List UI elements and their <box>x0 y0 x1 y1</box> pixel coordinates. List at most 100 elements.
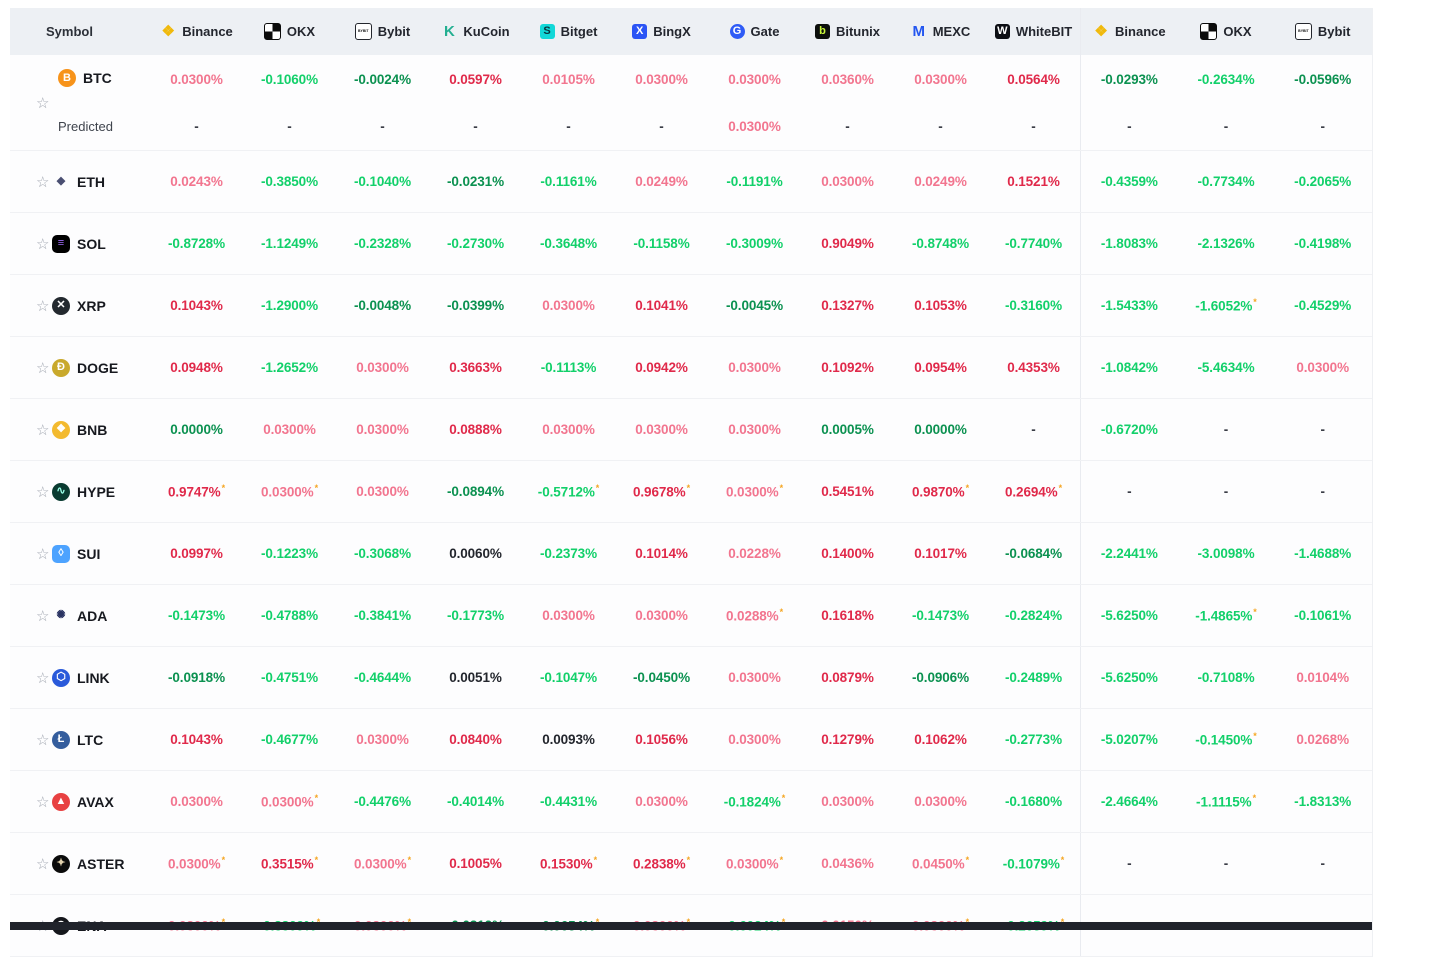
funding-rate-value: 0.2694%* <box>1004 483 1062 500</box>
funding-rate-value: 0.0300%* <box>260 793 318 810</box>
table-row-btc: ☆ B BTC Predicted 0.0300% - -0.1060% - -0.0024% -… <box>10 55 1372 151</box>
favorite-star-ada[interactable]: ☆ <box>36 607 50 625</box>
symbol-cell-doge[interactable]: ☆ Ð DOGE <box>10 337 150 398</box>
funding-rate-value: 0.0300% <box>170 794 223 809</box>
funding-rate-table: Symbol ❖ Binance OKX BYBIT Bybit K KuCoin S Bitg… <box>10 8 1373 957</box>
cell-sol-okx-2: -2.1326% <box>1178 213 1275 274</box>
table-row-ada: ☆ ✺ ADA -0.1473% -0.4788% -0.3841% -0.1773% 0.0… <box>10 585 1372 647</box>
favorite-star-xrp[interactable]: ☆ <box>36 297 50 315</box>
no-data-dash: - <box>659 118 664 134</box>
cell-eth-bitget: -0.1161% <box>522 151 615 212</box>
funding-rate-value: -0.1040% <box>354 174 411 189</box>
col-header-gate[interactable]: G Gate <box>708 8 801 55</box>
cell-aster-okx: 0.3515%* <box>243 833 336 894</box>
funding-rate-value: -0.2489% <box>1005 670 1062 685</box>
symbol-cell-hype[interactable]: ☆ ∿ HYPE <box>10 461 150 522</box>
cell-sui-bybit-2: -1.4688% <box>1274 523 1371 584</box>
funding-rate-value: 0.9747%* <box>167 483 225 500</box>
funding-rate-value: 0.0300% <box>1296 360 1349 375</box>
symbol-cell-xrp[interactable]: ☆ ✕ XRP <box>10 275 150 336</box>
cell-bnb-binance: 0.0000% <box>150 399 243 460</box>
symbol-cell-ada[interactable]: ☆ ✺ ADA <box>10 585 150 646</box>
cell-ltc-bybit: 0.0300% <box>336 709 429 770</box>
col-header-bybit-2[interactable]: BYBIT Bybit <box>1274 8 1371 55</box>
cell-xrp-kucoin: -0.0399% <box>429 275 522 336</box>
symbol-cell-btc[interactable]: ☆ B BTC Predicted <box>10 55 150 150</box>
symbol-cell-sui[interactable]: ☆ ◊ SUI <box>10 523 150 584</box>
funding-rate-value: -1.0842% <box>1100 360 1158 375</box>
funding-rate-value: 0.0300% <box>635 422 688 437</box>
favorite-star-link[interactable]: ☆ <box>36 669 50 687</box>
cell-hype-okx: 0.0300%* <box>243 461 336 522</box>
favorite-star-btc[interactable]: ☆ <box>36 94 50 112</box>
funding-rate-value: 0.0300% <box>821 794 874 809</box>
favorite-star-doge[interactable]: ☆ <box>36 359 50 377</box>
symbol-cell-ltc[interactable]: ☆ Ł LTC <box>10 709 150 770</box>
funding-rate-value: -5.6250% <box>1100 670 1158 685</box>
cell-hype-bybit-2: - <box>1274 461 1371 522</box>
cell-btc-bybit-predicted: - <box>336 103 429 149</box>
no-data-dash: - <box>1320 118 1325 134</box>
favorite-star-avax[interactable]: ☆ <box>36 793 50 811</box>
col-header-binance[interactable]: ❖ Binance <box>150 8 243 55</box>
symbol-cell-aster[interactable]: ☆ ✦ ASTER <box>10 833 150 894</box>
cell-bnb-mexc: 0.0000% <box>894 399 987 460</box>
col-header-okx-2[interactable]: OKX <box>1178 8 1275 55</box>
funding-rate-value: 0.3515%* <box>260 855 318 872</box>
asterisk-flag-icon: * <box>779 483 784 494</box>
sui-coin-icon: ◊ <box>52 544 70 563</box>
symbol-cell-bnb[interactable]: ☆ ❖ BNB <box>10 399 150 460</box>
cell-avax-bybit-2: -1.8313% <box>1274 771 1371 832</box>
funding-rate-value: -0.1824%* <box>723 793 786 810</box>
favorite-star-ltc[interactable]: ☆ <box>36 731 50 749</box>
asterisk-flag-icon: * <box>781 793 786 804</box>
symbol-cell-sol[interactable]: ☆ ≡ SOL <box>10 213 150 274</box>
col-header-mexc[interactable]: M MEXC <box>894 8 987 55</box>
favorite-star-aster[interactable]: ☆ <box>36 855 50 873</box>
cell-btc-kucoin-predicted: - <box>429 103 522 149</box>
col-header-bingx[interactable]: X BingX <box>615 8 708 55</box>
asterisk-flag-icon: * <box>779 607 784 618</box>
col-header-label: MEXC <box>932 24 971 39</box>
symbol-cell-link[interactable]: ☆ ⬡ LINK <box>10 647 150 708</box>
col-header-label: OKX <box>286 24 316 39</box>
cell-ada-bitget: 0.0300% <box>522 585 615 646</box>
symbol-cell-eth[interactable]: ☆ ◆ ETH <box>10 151 150 212</box>
cell-sol-okx: -1.1249% <box>243 213 336 274</box>
cell-btc-binance-2: -0.0293% - <box>1081 55 1178 150</box>
funding-rate-value: -0.1060% <box>261 71 318 87</box>
funding-rate-value: -1.2652% <box>261 360 318 375</box>
favorite-star-sol[interactable]: ☆ <box>36 235 50 253</box>
col-header-binance-2[interactable]: ❖ Binance <box>1081 8 1178 55</box>
cell-eth-mexc: 0.0249% <box>894 151 987 212</box>
cell-eth-okx-2: -0.7734% <box>1178 151 1275 212</box>
col-header-kucoin[interactable]: K KuCoin <box>429 8 522 55</box>
favorite-star-sui[interactable]: ☆ <box>36 545 50 563</box>
cell-aster-gate: 0.0300%* <box>708 833 801 894</box>
favorite-star-hype[interactable]: ☆ <box>36 483 50 501</box>
funding-rate-value: -3.0098% <box>1197 546 1255 561</box>
funding-rate-value: 0.2838%* <box>632 855 690 872</box>
cell-doge-bitget: -0.1113% <box>522 337 615 398</box>
col-header-bitunix[interactable]: b Bitunix <box>801 8 894 55</box>
funding-rate-value: -0.3648% <box>540 236 597 251</box>
cell-sui-whitebit: -0.0684% <box>987 523 1080 584</box>
col-header-bybit[interactable]: BYBIT Bybit <box>336 8 429 55</box>
col-header-okx[interactable]: OKX <box>243 8 336 55</box>
table-row-sui: ☆ ◊ SUI 0.0997% -0.1223% -0.3068% 0.0060% -0.23… <box>10 523 1372 585</box>
symbol-cell-avax[interactable]: ☆ ▲ AVAX <box>10 771 150 832</box>
cell-eth-binance: 0.0243% <box>150 151 243 212</box>
funding-rate-value: -0.6720% <box>1100 422 1158 437</box>
cell-eth-gate: -0.1191% <box>708 151 801 212</box>
cell-bnb-bybit: 0.0300% <box>336 399 429 460</box>
table-row-aster: ☆ ✦ ASTER 0.0300%* 0.3515%* 0.0300%* 0.1005% 0.… <box>10 833 1372 895</box>
col-header-whitebit[interactable]: W WhiteBIT <box>987 8 1080 55</box>
funding-rate-value: 0.0840% <box>449 732 502 747</box>
col-header-bitget[interactable]: S Bitget <box>522 8 615 55</box>
funding-rate-value: 0.0948% <box>170 360 223 375</box>
cell-doge-gate: 0.0300% <box>708 337 801 398</box>
cell-bnb-bitunix: 0.0005% <box>801 399 894 460</box>
favorite-star-bnb[interactable]: ☆ <box>36 421 50 439</box>
symbol-label: LTC <box>77 731 104 748</box>
favorite-star-eth[interactable]: ☆ <box>36 173 50 191</box>
